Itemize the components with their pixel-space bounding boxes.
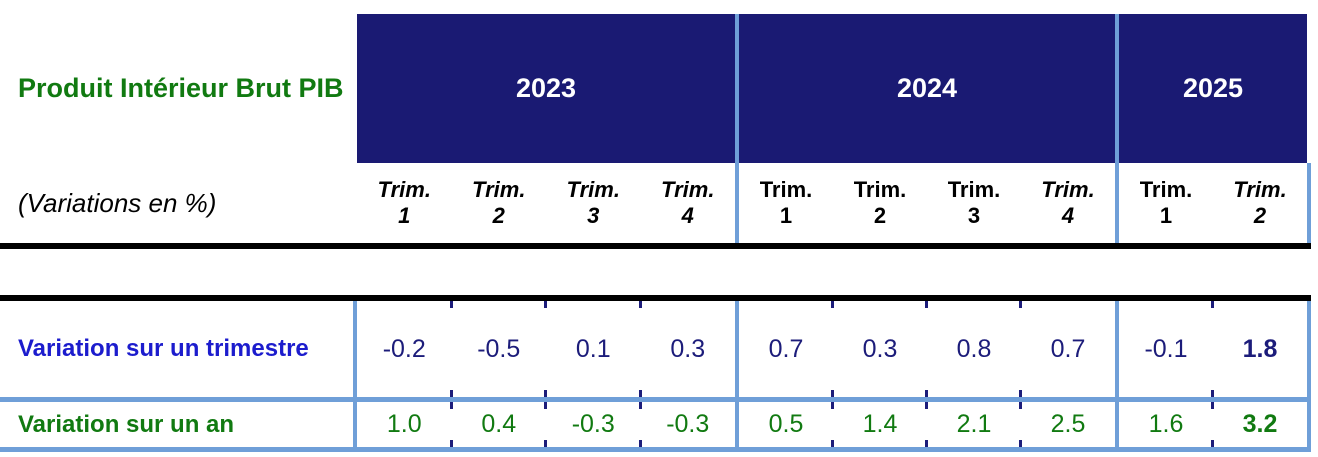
value-cell: 2.5 (1019, 402, 1115, 447)
quarter-word: Trim. (1233, 177, 1287, 203)
quarter-number: 2 (492, 203, 505, 228)
value-cell: -0.1 (1144, 334, 1188, 363)
quarter-number: 3 (967, 203, 981, 228)
value-cell: 0.7 (1019, 301, 1115, 397)
value-cell: 0.7 (768, 334, 804, 363)
value-cell: 2.1 (925, 402, 1021, 447)
value-cell: 0.3 (831, 301, 927, 397)
table-title-cell: Produit Intérieur Brut PIB (0, 14, 353, 163)
quarter-number: 1 (1159, 203, 1173, 228)
year-header-2024: 2024 (739, 14, 1115, 163)
quarter-number: 1 (398, 203, 411, 228)
value-cell: -0.3 (544, 402, 641, 447)
quarter-header-2024-t3: Trim. 3 (927, 163, 1021, 243)
vertical-divider (1307, 163, 1311, 243)
quarter-number: 2 (873, 203, 887, 228)
row-label-cell: Variation sur un trimestre (0, 301, 353, 397)
vertical-divider (353, 402, 357, 447)
quarter-header-2024-t2: Trim. 2 (833, 163, 927, 243)
quarter-number: 1 (779, 203, 793, 228)
row-label: Variation sur un trimestre (18, 335, 309, 362)
value-cell: -0.2 (382, 334, 426, 363)
spacer-band (0, 249, 1311, 295)
vertical-divider (1115, 402, 1119, 447)
value-cell: 0.1 (544, 301, 641, 397)
vertical-divider (1307, 301, 1311, 397)
quarter-header-2023-t4: Trim. 4 (641, 163, 736, 243)
value-cell: -0.5 (449, 301, 547, 397)
quarter-word: Trim. (853, 177, 907, 203)
quarter-number: 3 (587, 203, 600, 228)
vertical-divider (735, 163, 739, 243)
value-cell: 0.3 (638, 301, 736, 397)
vertical-divider (735, 402, 739, 447)
vertical-divider (1115, 163, 1119, 243)
table-title: Produit Intérieur Brut PIB (18, 73, 344, 103)
year-header-2025: 2025 (1119, 14, 1307, 163)
quarter-word: Trim. (377, 177, 431, 203)
year-header-band: Produit Intérieur Brut PIB 2023 2024 202… (0, 14, 1311, 163)
quarter-word: Trim. (947, 177, 1001, 203)
quarter-header-2024-t1: Trim. 1 (739, 163, 833, 243)
quarter-word: Trim. (566, 177, 620, 203)
quarter-header-2025-t2: Trim. 2 (1213, 163, 1307, 243)
horizontal-rule-middle (0, 397, 1311, 402)
quarter-number: 4 (1061, 203, 1075, 228)
quarter-word: Trim. (759, 177, 813, 203)
value-cell: 1.0 (386, 410, 422, 438)
value-cell: 0.4 (449, 402, 547, 447)
vertical-divider (735, 301, 739, 397)
value-cell: 0.8 (925, 301, 1021, 397)
table-subtitle: (Variations en %) (18, 187, 217, 218)
vertical-divider (1115, 301, 1119, 397)
vertical-divider (1307, 402, 1311, 447)
year-header-2023: 2023 (357, 14, 735, 163)
quarter-header-band: (Variations en %) Trim. 1 Trim. 2 Trim. … (0, 163, 1311, 243)
vertical-divider (1115, 14, 1119, 163)
quarter-word: Trim. (472, 177, 526, 203)
quarter-header-2023-t2: Trim. 2 (452, 163, 547, 243)
quarter-header-2023-t3: Trim. 3 (546, 163, 641, 243)
vertical-divider (735, 14, 739, 163)
vertical-divider (353, 301, 357, 397)
row-label-cell: Variation sur un an (0, 402, 353, 447)
quarter-number: 4 (681, 203, 694, 228)
quarter-word: Trim. (1041, 177, 1095, 203)
horizontal-rule-data-top (0, 295, 1311, 301)
value-cell: -0.3 (638, 402, 736, 447)
quarter-header-2023-t1: Trim. 1 (357, 163, 452, 243)
horizontal-rule-top (0, 243, 1311, 249)
quarter-word: Trim. (661, 177, 715, 203)
value-cell: 3.2 (1211, 402, 1307, 447)
quarter-header-2024-t4: Trim. 4 (1021, 163, 1115, 243)
quarter-number: 2 (1253, 203, 1267, 228)
quarter-word: Trim. (1139, 177, 1193, 203)
table-subtitle-cell: (Variations en %) (0, 163, 353, 243)
horizontal-rule-bottom (0, 447, 1311, 452)
value-cell: 0.5 (768, 410, 804, 438)
row-label: Variation sur un an (18, 410, 235, 438)
table-row-quarter-variation: Variation sur un trimestre -0.2 -0.5 0.1… (0, 301, 1311, 397)
value-cell: 1.6 (1148, 410, 1184, 438)
value-cell: 1.8 (1211, 301, 1307, 397)
quarter-header-2025-t1: Trim. 1 (1119, 163, 1213, 243)
value-cell: 1.4 (831, 402, 927, 447)
table-row-annual-variation: Variation sur un an 1.0 0.4 -0.3 -0.3 0.… (0, 402, 1311, 447)
vertical-divider (1307, 14, 1311, 163)
